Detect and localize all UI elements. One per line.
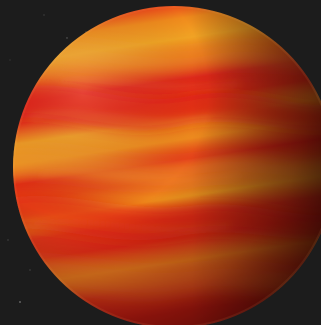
star (43, 14, 45, 16)
star (9, 59, 11, 61)
star (19, 301, 21, 303)
planet-night-side (13, 6, 321, 325)
planet-limb (13, 6, 321, 325)
star (29, 269, 31, 271)
star (7, 239, 9, 241)
star (66, 37, 68, 39)
